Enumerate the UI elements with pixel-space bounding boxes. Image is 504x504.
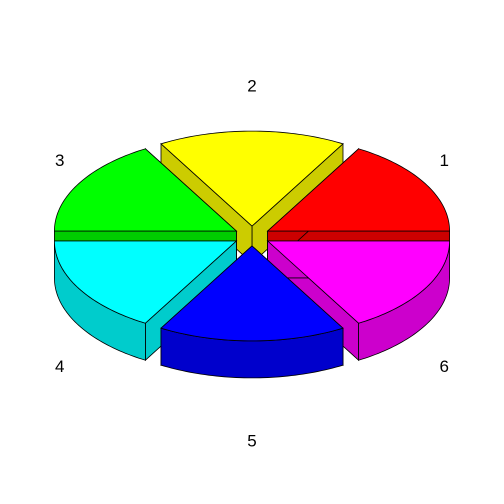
slice-label-4: 4 (55, 357, 64, 376)
slice-label-3: 3 (55, 151, 64, 170)
slice-label-6: 6 (440, 357, 449, 376)
slice-label-5: 5 (247, 432, 256, 451)
slice-label-1: 1 (440, 151, 449, 170)
slice-tops (54, 130, 450, 342)
slice-3-top (54, 148, 238, 232)
slice-6-top (266, 240, 450, 324)
slice-label-2: 2 (247, 76, 256, 95)
slice-labels: 1 2 3 4 5 6 (55, 76, 449, 450)
slice-1-top (266, 148, 450, 232)
slice-5-top (160, 245, 344, 342)
slice-4-top (54, 240, 238, 324)
slice-2-top (160, 130, 344, 227)
